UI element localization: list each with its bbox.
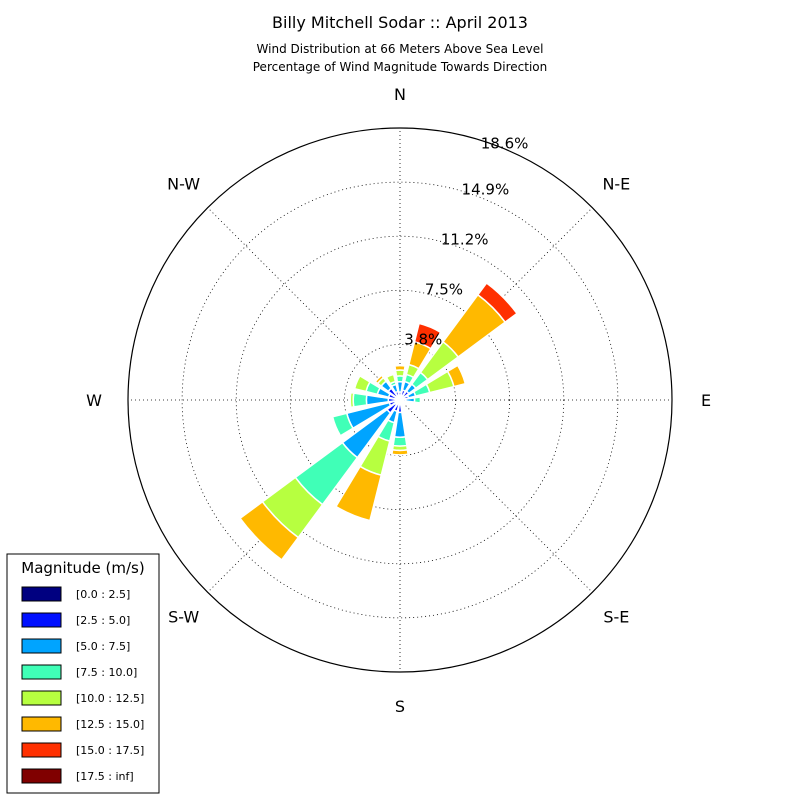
legend: Magnitude (m/s) [0.0 : 2.5] [2.5 : 5.0] [5… — [6, 553, 160, 794]
direction-label: W — [86, 391, 102, 410]
legend-swatch — [21, 612, 62, 628]
outer-circle — [127, 127, 673, 673]
legend-swatch — [21, 742, 62, 758]
legend-label: [0.0 : 2.5] — [76, 588, 130, 601]
wind-bar-segment — [394, 369, 406, 377]
chart-title: Billy Mitchell Sodar :: April 2013 — [272, 13, 528, 32]
legend-label: [15.0 : 17.5] — [76, 744, 144, 757]
wind-bars — [239, 281, 519, 561]
legend-title: Magnitude (m/s) — [21, 559, 144, 577]
wind-bar-segment — [395, 375, 405, 383]
direction-label: N-E — [602, 175, 630, 194]
wind-bar-segment — [413, 322, 442, 350]
legend-swatch — [21, 690, 62, 706]
wind-bar-segment — [394, 364, 406, 372]
direction-label: N — [394, 85, 406, 104]
radial-tick-label: 18.6% — [481, 134, 529, 152]
legend-items: [0.0 : 2.5] [2.5 : 5.0] [5.0 : 7.5] [7.5 : … — [21, 586, 144, 784]
legend-label: [5.0 : 7.5] — [76, 640, 130, 653]
wind-bar-segment — [334, 465, 383, 522]
radial-tick-label: 14.9% — [462, 181, 510, 199]
legend-swatch — [21, 768, 62, 784]
wind-bar-segment — [385, 373, 397, 385]
chart-subtitle-line-1: Wind Distribution at 66 Meters Above Sea… — [257, 42, 544, 56]
wind-bar-segment — [476, 281, 519, 324]
radial-tick-labels: 3.8% 7.5% 11.2% 14.9% 18.6% — [404, 134, 528, 348]
legend-label: [12.5 : 15.0] — [76, 718, 144, 731]
wind-bar-segment — [404, 396, 416, 404]
direction-label: S-E — [603, 607, 629, 626]
legend-swatch — [21, 664, 62, 680]
grid-ring — [235, 235, 565, 565]
radial-tick-label: 11.2% — [441, 231, 489, 249]
legend-swatch — [21, 586, 62, 602]
wind-bar-segment — [392, 436, 408, 447]
wind-bar-segment — [352, 392, 368, 408]
spoke-line — [399, 399, 593, 593]
direction-label: E — [701, 391, 711, 410]
legend-label: [2.5 : 5.0] — [76, 614, 130, 627]
direction-labels: N N-E E S-E S S-W W N-W — [86, 85, 711, 716]
legend-swatch — [21, 638, 62, 654]
wind-bar-segment — [413, 396, 422, 404]
polar-axes — [127, 127, 673, 673]
grid-ring — [344, 344, 456, 456]
legend-label: [10.0 : 12.5] — [76, 692, 144, 705]
legend-swatch — [21, 716, 62, 732]
direction-label: N-W — [167, 175, 200, 194]
wind-bar-segment — [349, 391, 355, 409]
wind-bar-segment — [402, 402, 407, 407]
wind-bar-segment — [239, 500, 300, 561]
wind-bar-segment — [331, 412, 355, 437]
grid-ring — [289, 289, 511, 511]
direction-label: S-W — [168, 607, 199, 626]
direction-label: S — [395, 697, 405, 716]
radial-tick-label: 7.5% — [425, 281, 463, 299]
wind-bar-segment — [446, 364, 467, 388]
spoke-line — [207, 207, 401, 401]
chart-subtitle-line-2: Percentage of Wind Magnitude Towards Dir… — [253, 60, 547, 74]
grid-ring — [181, 181, 619, 619]
wind-bar-segment — [353, 374, 371, 393]
wind-bar-segment — [391, 449, 409, 456]
legend-label: [17.5 : inf] — [76, 770, 134, 783]
wind-bar-segment — [374, 374, 385, 385]
radial-tick-label: 3.8% — [404, 331, 442, 349]
legend-label: [7.5 : 10.0] — [76, 666, 137, 679]
